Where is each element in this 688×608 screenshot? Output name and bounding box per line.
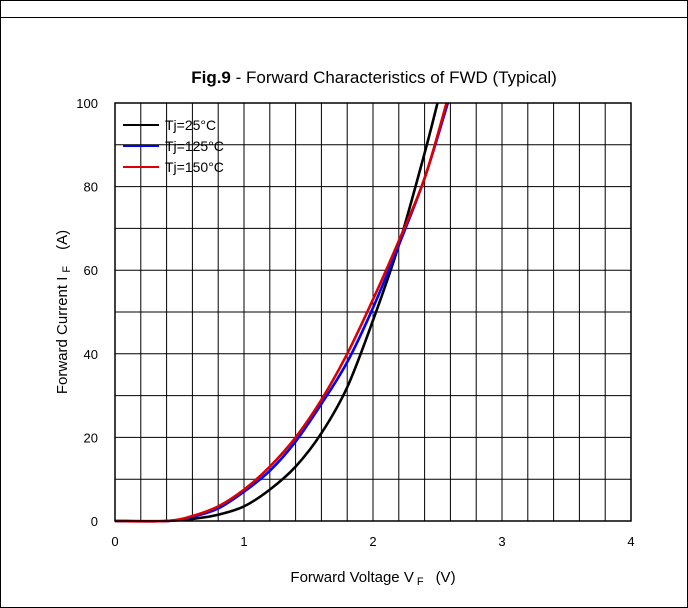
legend-label: Tj=25°C bbox=[165, 117, 216, 133]
curves bbox=[114, 102, 450, 523]
legend: Tj=25°C Tj=125°C Tj=150°C bbox=[123, 117, 224, 175]
chart-title-rest: - Forward Characteristics of FWD (Typica… bbox=[231, 68, 557, 87]
x-tick-label: 3 bbox=[498, 534, 505, 549]
y-tick-labels: 0 20 40 60 80 100 bbox=[76, 96, 98, 529]
legend-label: Tj=150°C bbox=[165, 159, 224, 175]
x-tick-labels: 0 1 2 3 4 bbox=[111, 534, 634, 549]
chart-title-bold: Fig.9 bbox=[191, 68, 231, 87]
y-tick-label: 80 bbox=[84, 180, 98, 195]
legend-label: Tj=125°C bbox=[165, 138, 224, 154]
y-axis-label-unit: (A) bbox=[54, 230, 71, 250]
x-tick-label: 0 bbox=[111, 534, 118, 549]
y-tick-label: 40 bbox=[84, 347, 98, 362]
grid bbox=[115, 103, 631, 521]
y-axis-label-sub: F bbox=[61, 266, 73, 273]
y-tick-label: 20 bbox=[84, 430, 98, 445]
plot-border bbox=[114, 102, 632, 522]
chart-title: Fig.9 - Forward Characteristics of FWD (… bbox=[191, 68, 557, 87]
x-tick-label: 4 bbox=[627, 534, 634, 549]
y-axis-label: Forward Current I F (A) bbox=[54, 230, 73, 394]
frame-top-rule bbox=[0, 17, 688, 18]
x-axis-label-main: Forward Voltage V bbox=[290, 569, 413, 586]
y-tick-label: 100 bbox=[76, 96, 98, 111]
y-tick-label: 60 bbox=[84, 263, 98, 278]
x-axis-label: Forward Voltage V F (V) bbox=[290, 569, 455, 588]
y-tick-label: 0 bbox=[91, 514, 98, 529]
series-line-3 bbox=[114, 102, 448, 523]
x-tick-label: 1 bbox=[240, 534, 247, 549]
y-axis-label-main: Forward Current I bbox=[54, 277, 71, 395]
x-axis-label-sub: F bbox=[417, 576, 424, 588]
x-tick-label: 2 bbox=[369, 534, 376, 549]
x-axis-label-unit: (V) bbox=[436, 569, 456, 586]
